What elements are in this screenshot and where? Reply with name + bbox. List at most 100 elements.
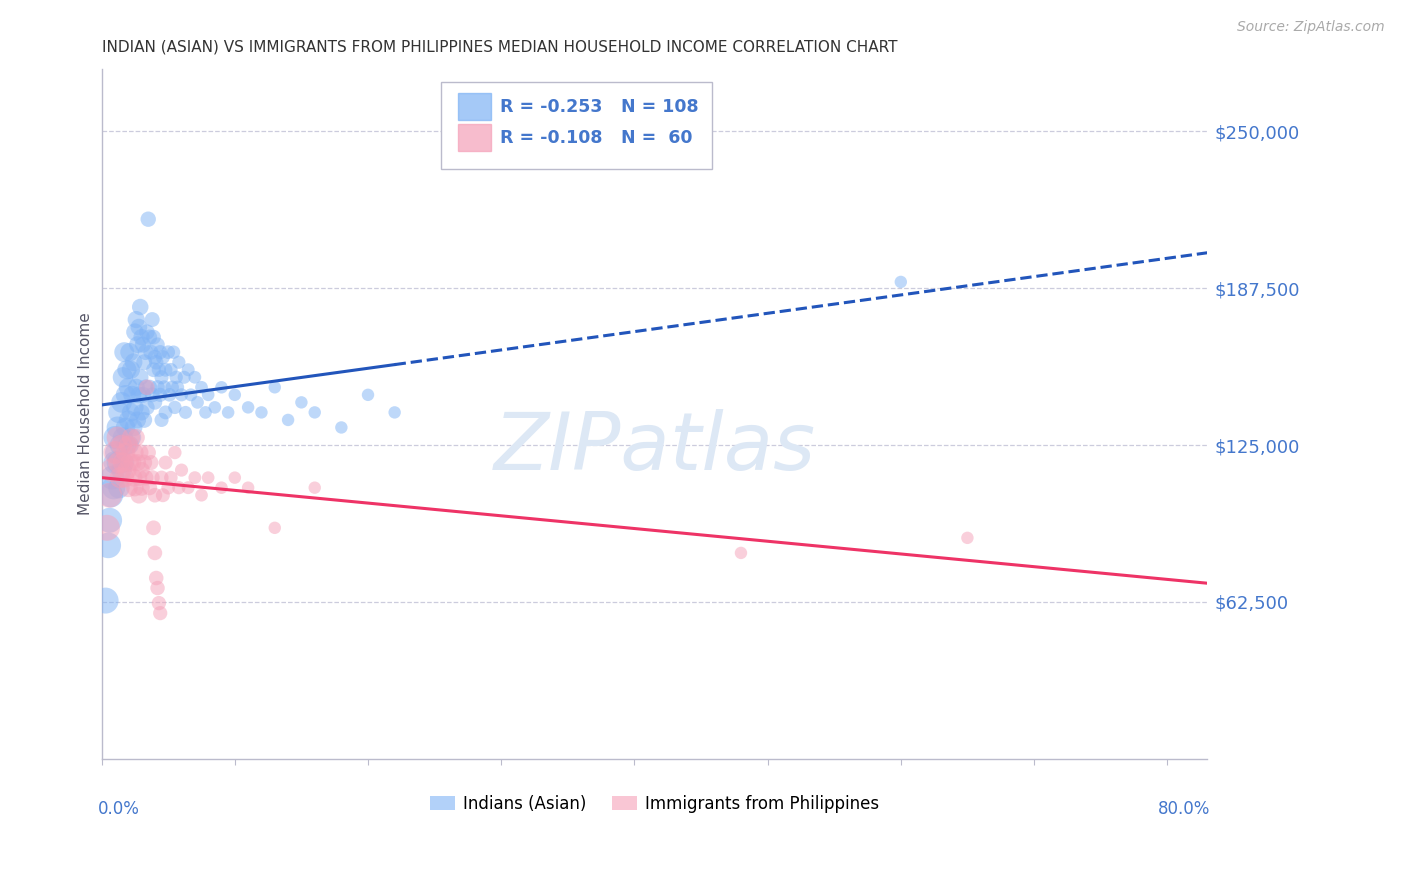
Point <box>184 370 207 384</box>
Point <box>304 481 326 495</box>
FancyBboxPatch shape <box>441 82 711 169</box>
Point <box>112 456 135 470</box>
Point <box>142 330 165 344</box>
Point <box>120 405 142 419</box>
Point <box>138 330 160 344</box>
Point <box>112 470 135 484</box>
Point <box>304 405 326 419</box>
Point <box>104 456 127 470</box>
Point <box>197 470 219 484</box>
Point <box>110 470 132 484</box>
Point <box>115 438 138 452</box>
Point <box>330 420 353 434</box>
Point <box>135 325 157 339</box>
Point <box>160 380 183 394</box>
Point <box>160 470 183 484</box>
Point <box>177 363 200 377</box>
Point <box>141 312 163 326</box>
Point <box>170 388 193 402</box>
Point <box>96 521 118 535</box>
Point <box>120 363 142 377</box>
Point <box>167 355 190 369</box>
Text: 80.0%: 80.0% <box>1159 800 1211 818</box>
Point <box>263 380 285 394</box>
Point <box>138 481 160 495</box>
Point <box>155 363 177 377</box>
Point <box>108 456 131 470</box>
Point <box>149 388 172 402</box>
Point <box>104 445 127 459</box>
Point <box>107 456 129 470</box>
Point <box>194 405 217 419</box>
Point <box>134 413 156 427</box>
Point <box>174 405 197 419</box>
Point <box>142 521 165 535</box>
Point <box>110 463 132 477</box>
Point <box>146 581 169 595</box>
Text: 0.0%: 0.0% <box>98 800 141 818</box>
Point <box>190 380 212 394</box>
Point <box>142 363 165 377</box>
Point <box>263 521 285 535</box>
Point <box>128 488 150 502</box>
Point <box>211 481 233 495</box>
Point <box>135 470 157 484</box>
Point <box>152 350 174 364</box>
Point <box>186 395 208 409</box>
Point <box>125 380 148 394</box>
Point <box>117 481 139 495</box>
Point <box>111 370 134 384</box>
Point <box>129 445 152 459</box>
Point <box>131 330 153 344</box>
Point <box>141 388 163 402</box>
Point <box>136 445 159 459</box>
Point <box>139 345 162 359</box>
Point <box>166 380 188 394</box>
Point <box>149 606 172 620</box>
Point <box>730 546 752 560</box>
Point <box>165 370 187 384</box>
Text: Source: ZipAtlas.com: Source: ZipAtlas.com <box>1237 20 1385 34</box>
Point <box>98 513 121 527</box>
Point <box>97 538 120 552</box>
Point <box>290 395 312 409</box>
Point <box>118 456 141 470</box>
Text: N = 108: N = 108 <box>621 97 699 116</box>
Point <box>190 488 212 502</box>
Point <box>173 370 195 384</box>
Point <box>155 456 177 470</box>
Point <box>127 337 149 351</box>
Point <box>103 481 125 495</box>
Point <box>100 488 122 502</box>
Point <box>160 363 183 377</box>
Point <box>204 401 226 415</box>
Legend: Indians (Asian), Immigrants from Philippines: Indians (Asian), Immigrants from Philipp… <box>423 788 886 820</box>
Point <box>118 345 141 359</box>
Point <box>98 488 121 502</box>
Point <box>114 388 136 402</box>
Point <box>104 430 127 444</box>
Point <box>149 345 172 359</box>
Y-axis label: Median Household Income: Median Household Income <box>79 312 93 515</box>
Point <box>138 380 160 394</box>
Point <box>105 445 128 459</box>
Point <box>153 380 176 394</box>
Point <box>956 531 979 545</box>
Point <box>131 405 153 419</box>
Point <box>132 337 155 351</box>
Point <box>143 395 166 409</box>
Point <box>134 355 156 369</box>
Point <box>184 470 207 484</box>
Point <box>155 405 177 419</box>
Point <box>211 380 233 394</box>
Point <box>124 325 146 339</box>
Point <box>115 363 138 377</box>
Point <box>136 212 159 227</box>
Point <box>135 380 157 394</box>
Point <box>224 388 246 402</box>
Point <box>128 320 150 334</box>
Point <box>157 481 180 495</box>
Point <box>101 470 124 484</box>
Text: R = -0.253: R = -0.253 <box>499 97 602 116</box>
Point <box>131 463 153 477</box>
